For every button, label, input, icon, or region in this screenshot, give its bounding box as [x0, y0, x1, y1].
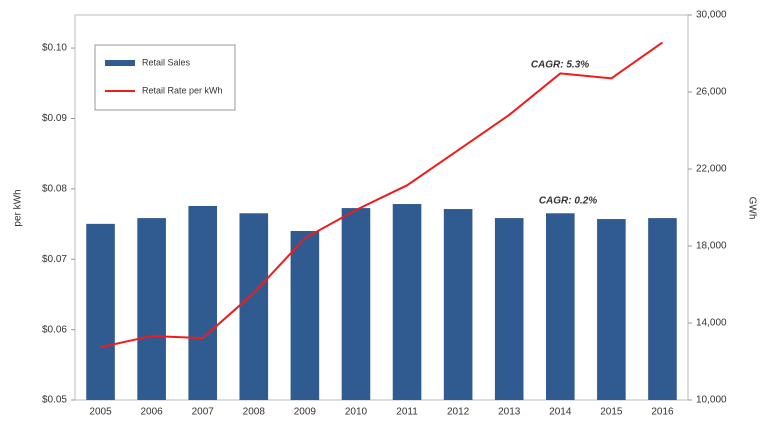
y-tick-label: $0.07	[42, 254, 67, 265]
y-tick-label: $0.09	[42, 113, 67, 124]
x-tick-label: 2006	[141, 407, 164, 418]
legend-swatch	[105, 60, 135, 66]
x-tick-label: 2012	[447, 407, 470, 418]
y2-tick-label: 18,000	[696, 241, 727, 252]
x-tick-label: 2011	[396, 407, 418, 418]
legend-label: Retail Sales	[142, 57, 191, 67]
x-tick-label: 2008	[243, 407, 266, 418]
x-tick-label: 2016	[651, 407, 674, 418]
x-tick-label: 2015	[600, 407, 623, 418]
plot-frame	[74, 14, 689, 401]
x-tick-label: 2014	[549, 407, 572, 418]
x-tick-label: 2010	[345, 407, 368, 418]
bar	[86, 223, 115, 400]
bar	[392, 204, 422, 400]
annotation: CAGR: 0.2%	[539, 196, 597, 207]
bar	[188, 205, 218, 400]
annotation: CAGR: 5.3%	[531, 60, 589, 71]
y2-tick-label: 26,000	[696, 87, 727, 98]
bar	[137, 218, 166, 400]
y2-tick-label: 14,000	[696, 318, 727, 329]
bar	[341, 208, 371, 400]
bar	[545, 213, 575, 400]
bar	[494, 218, 524, 400]
legend	[94, 44, 236, 111]
y-tick-label: $0.10	[42, 43, 67, 54]
y-axis-label: per kWh	[13, 189, 24, 226]
y-tick-label: $0.05	[42, 395, 67, 406]
x-tick-label: 2005	[89, 407, 112, 418]
x-tick-label: 2007	[192, 407, 215, 418]
y2-tick-label: 22,000	[696, 164, 727, 175]
x-tick-label: 2013	[498, 407, 521, 418]
line	[100, 41, 664, 349]
bar	[443, 209, 473, 400]
bar	[648, 218, 677, 400]
y-tick-label: $0.06	[42, 324, 67, 335]
y-tick-label: $0.08	[42, 183, 67, 194]
x-tick-label: 2009	[294, 407, 317, 418]
y2-tick-label: 10,000	[696, 395, 727, 406]
legend-label: Retail Rate per kWh	[142, 85, 223, 95]
bar	[597, 219, 626, 400]
bar	[239, 213, 269, 400]
y2-axis-label: GWh	[746, 197, 757, 220]
y2-tick-label: 30,000	[696, 10, 727, 21]
bar	[290, 230, 320, 400]
